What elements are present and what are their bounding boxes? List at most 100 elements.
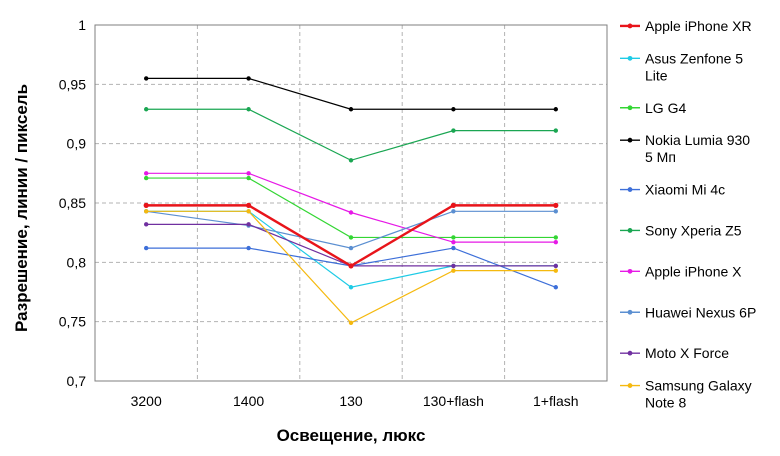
- legend-swatch-marker: [627, 105, 633, 111]
- legend-swatch-marker: [627, 228, 633, 233]
- series-sony-xperia-z5: [144, 107, 558, 163]
- legend-label: Nokia Lumia 930: [645, 132, 750, 148]
- y-tick-label: 0,85: [59, 195, 86, 211]
- y-tick-label: 0,8: [67, 254, 87, 270]
- legend-swatch-marker: [627, 55, 633, 61]
- data-point: [348, 210, 354, 215]
- series-line: [146, 77, 556, 110]
- data-point: [451, 263, 456, 269]
- legend-label: Huawei Nexus 6P: [645, 304, 756, 320]
- data-point: [450, 202, 456, 208]
- x-tick-label: 3200: [131, 393, 162, 409]
- data-point: [144, 171, 149, 176]
- legend-entry: Sony Xperia Z5: [620, 222, 742, 238]
- data-point: [348, 245, 354, 251]
- data-point: [348, 158, 354, 163]
- legend-label: LG G4: [645, 100, 686, 116]
- legend-entry: Huawei Nexus 6P: [620, 304, 756, 320]
- data-point: [348, 235, 354, 240]
- data-point: [246, 175, 251, 181]
- data-point: [451, 235, 456, 240]
- data-point: [348, 263, 354, 269]
- data-point: [246, 107, 251, 112]
- data-point: [451, 128, 456, 133]
- x-tick-labels: 3200 1400 130 130+flash 1+flash: [131, 393, 579, 409]
- data-point: [451, 245, 456, 251]
- data-point: [553, 202, 559, 208]
- x-tick-label: 1+flash: [533, 393, 579, 409]
- legend-label: Samsung Galaxy: [645, 378, 752, 394]
- y-tick-label: 0,95: [59, 76, 86, 92]
- y-axis-title: Разрешение, линии / пиксель: [12, 84, 31, 332]
- data-point: [246, 222, 251, 227]
- x-tick-label: 130+flash: [423, 393, 484, 409]
- grid-lines: [95, 25, 607, 381]
- data-point: [553, 128, 558, 133]
- series-line: [146, 177, 556, 239]
- legend-label: Xiaomi Mi 4c: [645, 182, 725, 198]
- y-tick-labels: 0,7 0,75 0,8 0,85 0,9 0,95 1: [59, 17, 86, 389]
- legend-swatch-marker: [627, 383, 633, 388]
- legend-swatch-marker: [627, 137, 633, 143]
- legend-swatch-marker: [627, 350, 633, 356]
- plot-area: [94, 24, 608, 382]
- series-moto-x-force: [144, 222, 558, 269]
- legend-label: Note 8: [645, 395, 686, 411]
- x-axis-title: Освещение, люкс: [277, 426, 426, 445]
- series-line: [146, 172, 556, 243]
- data-point: [144, 222, 149, 227]
- legend-swatch-marker: [627, 23, 633, 29]
- series-lg-g4: [144, 175, 558, 240]
- data-point: [246, 209, 251, 214]
- legend-entry: Apple iPhone XR: [620, 18, 752, 34]
- data-point: [348, 320, 354, 326]
- legend-entry: LG G4: [620, 100, 686, 116]
- legend-label: 5 Мп: [645, 149, 676, 165]
- data-point: [451, 209, 456, 214]
- data-point: [451, 239, 456, 245]
- legend-swatch-marker: [627, 187, 633, 192]
- series-group: [143, 76, 559, 326]
- y-tick-label: 0,75: [59, 314, 86, 330]
- legend-label: Moto X Force: [645, 345, 729, 361]
- data-point: [553, 235, 558, 240]
- data-point: [144, 107, 149, 112]
- data-point: [144, 175, 149, 181]
- data-point: [553, 239, 558, 245]
- data-point: [553, 209, 558, 214]
- series-apple-iphone-xr: [143, 202, 559, 269]
- data-point: [144, 209, 149, 214]
- data-point: [348, 285, 354, 290]
- legend-label: Sony Xperia Z5: [645, 222, 742, 238]
- data-point: [246, 202, 252, 208]
- data-point: [553, 285, 558, 290]
- legend-entry: Xiaomi Mi 4c: [620, 182, 725, 198]
- y-tick-label: 0,9: [67, 136, 87, 152]
- data-point: [553, 268, 558, 273]
- legend-swatch-marker: [627, 268, 633, 274]
- data-point: [143, 202, 149, 208]
- legend-swatch-marker: [627, 309, 633, 315]
- data-point: [246, 245, 251, 251]
- data-point: [144, 76, 149, 81]
- series-line: [146, 108, 556, 161]
- data-point: [348, 107, 354, 112]
- legend-entry: Moto X Force: [620, 345, 729, 361]
- data-point: [246, 76, 251, 81]
- data-point: [451, 107, 456, 112]
- y-tick-label: 1: [78, 17, 86, 33]
- series-nokia-lumia-930-5-: [144, 76, 558, 112]
- data-point: [246, 171, 251, 176]
- series-samsung-galaxy-note-8: [144, 209, 558, 326]
- data-point: [553, 263, 558, 269]
- data-point: [553, 107, 558, 112]
- x-tick-label: 1400: [233, 393, 264, 409]
- data-point: [451, 268, 456, 273]
- x-tick-label: 130: [339, 393, 363, 409]
- y-tick-label: 0,7: [67, 373, 87, 389]
